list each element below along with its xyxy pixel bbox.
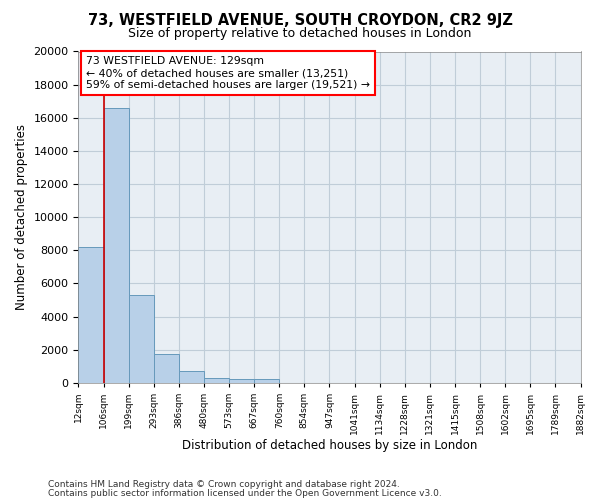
X-axis label: Distribution of detached houses by size in London: Distribution of detached houses by size …: [182, 440, 477, 452]
Bar: [179, 371, 204, 383]
Bar: [128, 295, 154, 383]
Text: 73 WESTFIELD AVENUE: 129sqm
← 40% of detached houses are smaller (13,251)
59% of: 73 WESTFIELD AVENUE: 129sqm ← 40% of det…: [86, 56, 370, 90]
Text: Contains HM Land Registry data © Crown copyright and database right 2024.: Contains HM Land Registry data © Crown c…: [48, 480, 400, 489]
Bar: [204, 378, 229, 383]
Bar: [254, 378, 279, 383]
Bar: [154, 354, 179, 383]
Bar: [79, 247, 104, 383]
Text: 73, WESTFIELD AVENUE, SOUTH CROYDON, CR2 9JZ: 73, WESTFIELD AVENUE, SOUTH CROYDON, CR2…: [88, 12, 512, 28]
Text: Contains public sector information licensed under the Open Government Licence v3: Contains public sector information licen…: [48, 488, 442, 498]
Bar: [104, 108, 128, 383]
Y-axis label: Number of detached properties: Number of detached properties: [15, 124, 28, 310]
Text: Size of property relative to detached houses in London: Size of property relative to detached ho…: [128, 28, 472, 40]
Bar: [229, 380, 254, 383]
